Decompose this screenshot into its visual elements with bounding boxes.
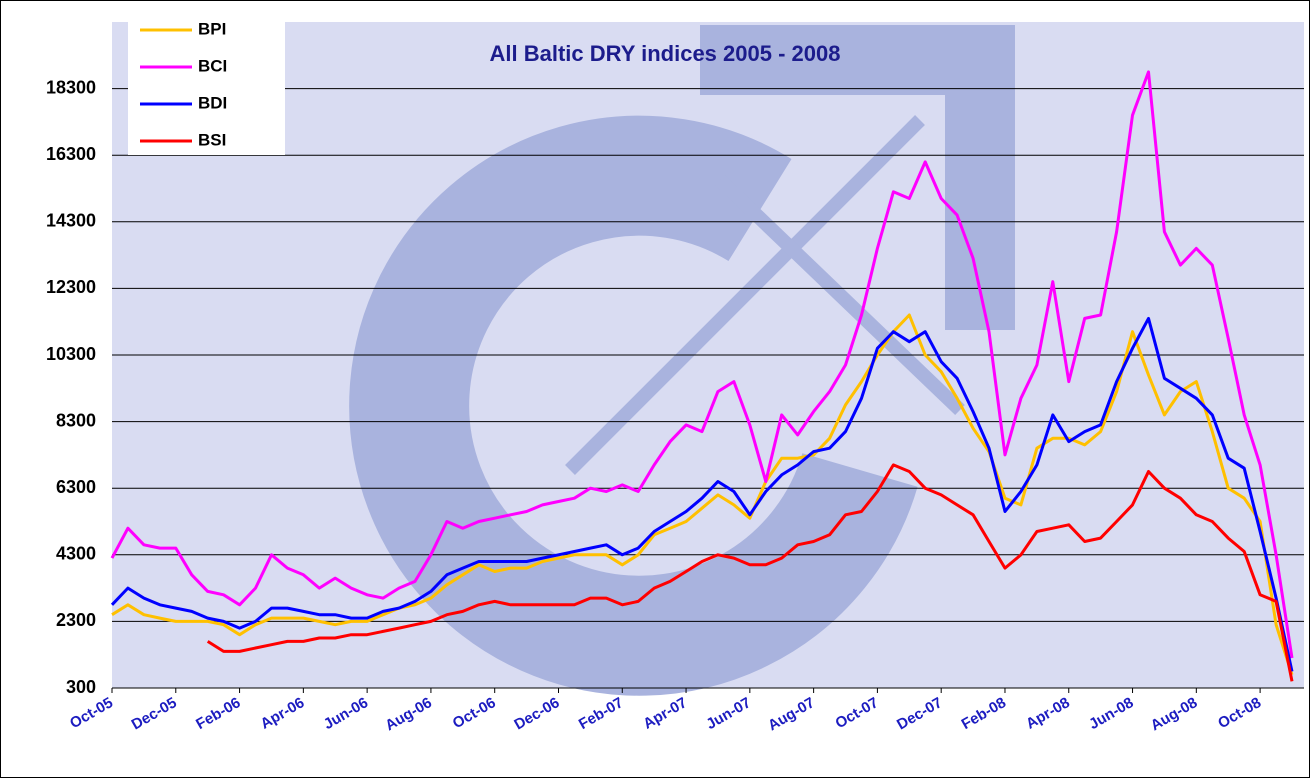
y-tick-label: 12300 [46, 277, 96, 297]
y-tick-label: 14300 [46, 211, 96, 231]
legend-label: BPI [198, 19, 226, 38]
y-tick-label: 2300 [56, 610, 96, 630]
series-line [206, 463, 1294, 682]
series-line [110, 70, 1294, 659]
y-tick-label: 8300 [56, 410, 96, 430]
series-line [110, 316, 1294, 672]
y-tick-label: 300 [66, 677, 96, 697]
legend-label: BSI [198, 130, 226, 149]
y-tick-label: 4300 [56, 544, 96, 564]
series-line [111, 313, 1294, 676]
legend-label: BDI [198, 93, 227, 112]
y-tick-label: 10300 [46, 344, 96, 364]
y-tick-label: 6300 [56, 477, 96, 497]
legend [128, 12, 285, 155]
chart-title: All Baltic DRY indices 2005 - 2008 [490, 41, 841, 66]
y-tick-label: 18300 [46, 77, 96, 97]
y-tick-label: 16300 [46, 144, 96, 164]
legend-label: BCI [198, 56, 227, 75]
